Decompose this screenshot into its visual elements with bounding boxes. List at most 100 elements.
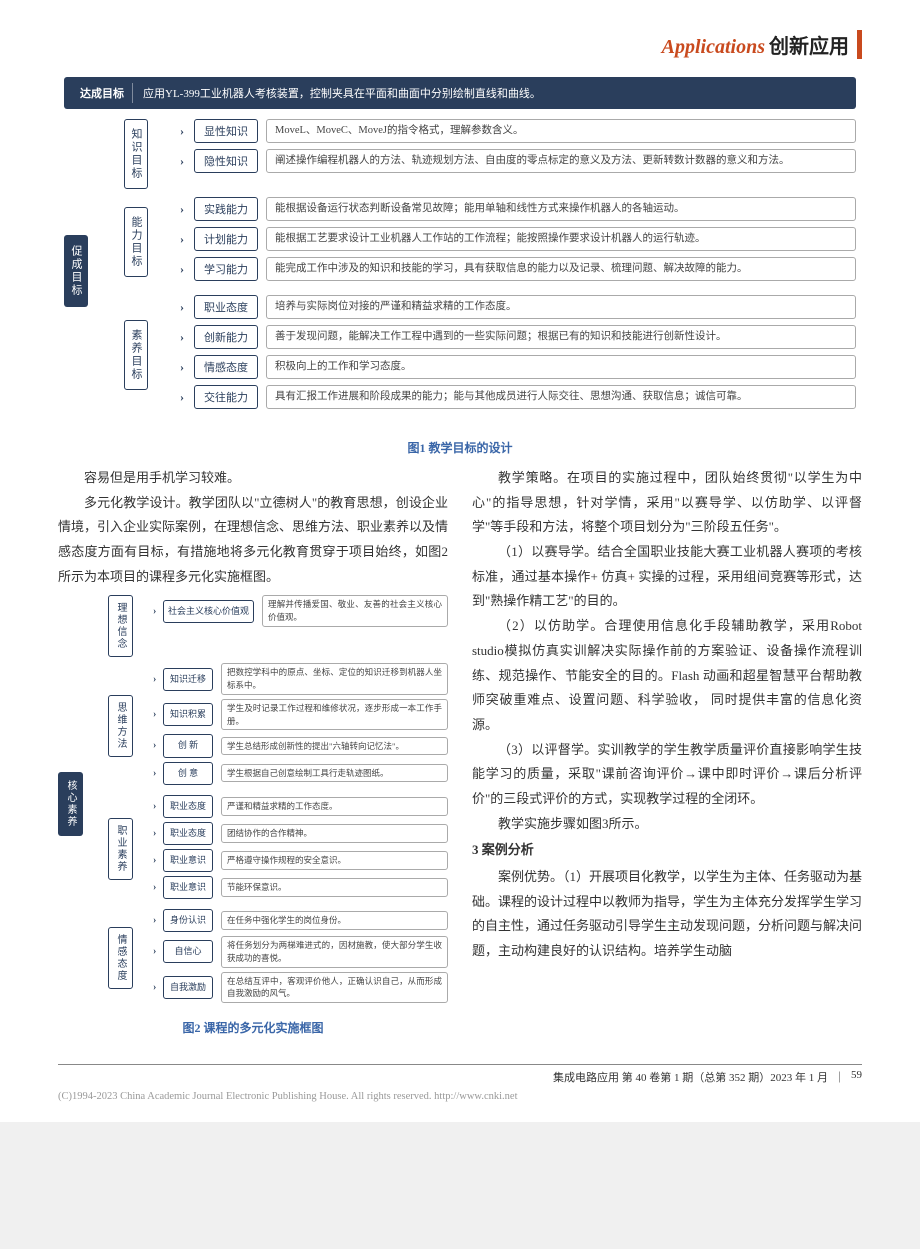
leaf-label: 社会主义核心价值观: [163, 600, 254, 623]
right-p5: 教学实施步骤如图3所示。: [472, 812, 862, 837]
leaf-description: 在总结互评中，客观评价他人，正确认识自己，从而形成自我激励的风气。: [221, 972, 448, 1004]
body-columns: 容易但是用手机学习较难。 多元化教学设计。教学团队以"立德树人"的教育思想，创设…: [58, 466, 862, 1050]
group: 素养目标职业态度培养与实际岗位对接的严谨和精益求精的工作态度。创新能力善于发现问…: [124, 295, 856, 415]
fig2-root-connector: [90, 595, 108, 1013]
leaf-label: 学习能力: [194, 257, 258, 281]
left-column: 容易但是用手机学习较难。 多元化教学设计。教学团队以"立德树人"的教育思想，创设…: [58, 466, 448, 1050]
leaf-description: 节能环保意识。: [221, 878, 448, 897]
leaf-label: 创新能力: [194, 325, 258, 349]
figure-1-caption: 图1 教学目标的设计: [58, 439, 862, 456]
right-p6: 案例优势。（1）开展项目化教学，以学生为主体、任务驱动为基础。课程的设计过程中以…: [472, 865, 862, 964]
leaf-description: 善于发现问题，能解决工作工程中遇到的一些实际问题；根据已有的知识和技能进行创新性…: [266, 325, 856, 349]
leaf-column: 社会主义核心价值观理解并传播爱国、敬业、友善的社会主义核心价值观。: [163, 595, 448, 657]
leaf-column: 知识迁移把数控学科中的原点、坐标、定位的知识迁移到机器人坐标系中。知识积累学生及…: [163, 663, 448, 788]
leaf-label: 创 意: [163, 762, 213, 785]
group-label: 素养目标: [124, 320, 148, 390]
root-column: 促成目标: [64, 119, 96, 423]
fig2-body: 核心素养 理想信念社会主义核心价值观理解并传播爱国、敬业、友善的社会主义核心价值…: [58, 595, 448, 1013]
leaf-description: 学生总结形成创新性的提出"六轴转向记忆法"。: [221, 737, 448, 756]
leaf-column: 职业态度培养与实际岗位对接的严谨和精益求精的工作态度。创新能力善于发现问题，能解…: [194, 295, 856, 415]
group: 思维方法 知识迁移把数控学科中的原点、坐标、定位的知识迁移到机器人坐标系中。知识积…: [108, 663, 448, 788]
leaf-label: 交往能力: [194, 385, 258, 409]
left-p2: 多元化教学设计。教学团队以"立德树人"的教育思想，创设企业情境，引入企业实际案例…: [58, 491, 448, 590]
leaf-row: 创 意学生根据自己创意绘制工具行走轨迹图纸。: [163, 762, 448, 785]
leaf-description: 在任务中强化学生的岗位身份。: [221, 911, 448, 930]
right-p1: 教学策略。在项目的实施过程中，团队始终贯彻"以学生为中心"的指导思想，针对学情，…: [472, 466, 862, 540]
right-p2: （1）以赛导学。结合全国职业技能大赛工业机器人赛项的考核标准，通过基本操作+ 仿…: [472, 540, 862, 614]
leaf-description: 具有汇报工作进展和阶段成果的能力；能与其他成员进行人际交往、思想沟通、获取信息；…: [266, 385, 856, 409]
leaf-label: 隐性知识: [194, 149, 258, 173]
leaf-row: 显性知识MoveL、MoveC、MoveJ的指令格式，理解参数含义。: [194, 119, 856, 143]
leaf-row: 自信心将任务划分为两梯难进式的，因材施教，使大部分学生收获成功的喜悦。: [163, 936, 448, 968]
group-connector: [133, 795, 151, 903]
leaf-label: 职业态度: [194, 295, 258, 319]
page-footer: 集成电路应用 第 40 卷第 1 期（总第 352 期）2023 年 1 月 ｜…: [58, 1064, 862, 1085]
leaf-description: 能根据工艺要求设计工业机器人工作站的工作流程；能按照操作要求设计机器人的运行轨迹…: [266, 227, 856, 251]
leaf-row: 学习能力能完成工作中涉及的知识和技能的学习，具有获取信息的能力以及记录、梳理问题…: [194, 257, 856, 281]
leaf-label: 创 新: [163, 734, 213, 757]
group-connector: [148, 197, 176, 287]
goal-bar: 达成目标 应用YL-399工业机器人考核装置，控制夹具在平面和曲面中分别绘制直线…: [64, 77, 856, 109]
group-label: 思维方法: [108, 695, 133, 757]
leaf-row: 社会主义核心价值观理解并传播爱国、敬业、友善的社会主义核心价值观。: [163, 595, 448, 627]
page-header: Applications 创新应用: [58, 30, 862, 59]
leaf-label: 职业态度: [163, 795, 213, 818]
leaf-label: 实践能力: [194, 197, 258, 221]
leaf-description: 积极向上的工作和学习态度。: [266, 355, 856, 379]
footer-journal: 集成电路应用 第 40 卷第 1 期（总第 352 期）2023 年 1 月: [553, 1069, 828, 1085]
leaf-column: 身份认识在任务中强化学生的岗位身份。自信心将任务划分为两梯难进式的，因材施教，使…: [163, 909, 448, 1007]
figure-2-caption: 图2 课程的多元化实施框图: [58, 1017, 448, 1040]
group-label: 情感态度: [108, 927, 133, 989]
group: 职业素养职业态度严谨和精益求精的工作态度。职业态度团结协作的合作精神。职业意识严…: [108, 795, 448, 903]
leaf-label: 自信心: [163, 940, 213, 963]
leaf-label: 职业意识: [163, 876, 213, 899]
leaf-description: 培养与实际岗位对接的严谨和精益求精的工作态度。: [266, 295, 856, 319]
leaf-column: 实践能力能根据设备运行状态判断设备常见故障；能用单轴和线性方式来操作机器人的各轴…: [194, 197, 856, 287]
leaf-description: 严谨和精益求精的工作态度。: [221, 797, 448, 816]
leaf-row: 职业态度培养与实际岗位对接的严谨和精益求精的工作态度。: [194, 295, 856, 319]
leaf-description: 学生及时记录工作过程和维修状况，逐步形成一本工作手册。: [221, 699, 448, 731]
right-p4: （3）以评督学。实训教学的学生教学质量评价直接影响学生技能学习的质量，采取"课前…: [472, 738, 862, 812]
fig1-body: 促成目标 知识目标显性知识MoveL、MoveC、MoveJ的指令格式，理解参数…: [64, 119, 856, 423]
leaf-row: 隐性知识阐述操作编程机器人的方法、轨迹规划方法、自由度的零点标定的意义及方法、更…: [194, 149, 856, 173]
leaf-label: 知识迁移: [163, 668, 213, 691]
group-connector: [148, 295, 176, 415]
fig2-group-column: 理想信念社会主义核心价值观理解并传播爱国、敬业、友善的社会主义核心价值观。思维方…: [108, 595, 448, 1013]
leaf-row: 职业态度团结协作的合作精神。: [163, 822, 448, 845]
group-connector: [148, 119, 176, 189]
right-p3: （2）以仿助学。合理使用信息化手段辅助教学，采用Robot studio模拟仿真…: [472, 614, 862, 737]
group: 能力目标 实践能力能根据设备运行状态判断设备常见故障；能用单轴和线性方式来操作机器…: [124, 197, 856, 287]
fig2-root-column: 核心素养: [58, 595, 90, 1013]
leaf-row: 创 新学生总结形成创新性的提出"六轴转向记忆法"。: [163, 734, 448, 757]
leaf-description: 学生根据自己创意绘制工具行走轨迹图纸。: [221, 764, 448, 783]
leaf-label: 自我激励: [163, 976, 213, 999]
leaf-description: 把数控学科中的原点、坐标、定位的知识迁移到机器人坐标系中。: [221, 663, 448, 695]
leaf-row: 知识积累学生及时记录工作过程和维修状况，逐步形成一本工作手册。: [163, 699, 448, 731]
leaf-description: 团结协作的合作精神。: [221, 824, 448, 843]
group-label: 能力目标: [124, 207, 148, 277]
section-heading-3: 3 案例分析: [472, 838, 862, 863]
figure-2: 核心素养 理想信念社会主义核心价值观理解并传播爱国、敬业、友善的社会主义核心价值…: [58, 595, 448, 1013]
figure-1: 达成目标 应用YL-399工业机器人考核装置，控制夹具在平面和曲面中分别绘制直线…: [58, 71, 862, 429]
leaf-column: 显性知识MoveL、MoveC、MoveJ的指令格式，理解参数含义。隐性知识阐述…: [194, 119, 856, 189]
leaf-label: 身份认识: [163, 909, 213, 932]
leaf-row: 职业意识节能环保意识。: [163, 876, 448, 899]
leaf-label: 情感态度: [194, 355, 258, 379]
leaf-row: 实践能力能根据设备运行状态判断设备常见故障；能用单轴和线性方式来操作机器人的各轴…: [194, 197, 856, 221]
group-connector: [133, 663, 151, 788]
leaf-label: 职业意识: [163, 849, 213, 872]
copyright-line: (C)1994-2023 China Academic Journal Elec…: [58, 1091, 862, 1102]
leaf-description: MoveL、MoveC、MoveJ的指令格式，理解参数含义。: [266, 119, 856, 143]
leaf-description: 能根据设备运行状态判断设备常见故障；能用单轴和线性方式来操作机器人的各轴运动。: [266, 197, 856, 221]
leaf-description: 将任务划分为两梯难进式的，因材施教，使大部分学生收获成功的喜悦。: [221, 936, 448, 968]
leaf-row: 情感态度积极向上的工作和学习态度。: [194, 355, 856, 379]
page: Applications 创新应用 达成目标 应用YL-399工业机器人考核装置…: [0, 0, 920, 1122]
leaf-row: 职业态度严谨和精益求精的工作态度。: [163, 795, 448, 818]
leaf-label: 计划能力: [194, 227, 258, 251]
group: 知识目标显性知识MoveL、MoveC、MoveJ的指令格式，理解参数含义。隐性…: [124, 119, 856, 189]
leaf-row: 职业意识严格遵守操作规程的安全意识。: [163, 849, 448, 872]
group-label: 职业素养: [108, 818, 133, 880]
leaf-description: 严格遵守操作规程的安全意识。: [221, 851, 448, 870]
leaf-row: 创新能力善于发现问题，能解决工作工程中遇到的一些实际问题；根据已有的知识和技能进…: [194, 325, 856, 349]
leaf-row: 身份认识在任务中强化学生的岗位身份。: [163, 909, 448, 932]
